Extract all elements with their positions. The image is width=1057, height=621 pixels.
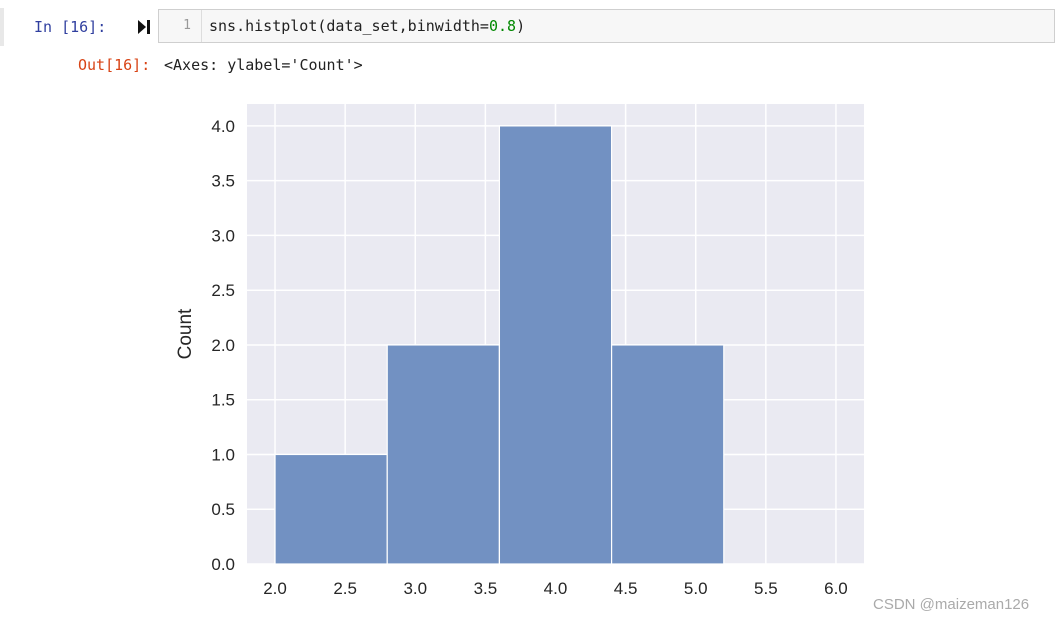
x-tick-label: 5.5 [754,579,778,598]
y-tick-label: 2.5 [211,281,235,300]
code-number: 0.8 [488,17,517,35]
run-cell-icon[interactable] [136,17,152,37]
x-tick-label: 6.0 [824,579,848,598]
histogram-svg: 2.0 2.5 3.0 3.5 4.0 4.5 5.0 5.5 6.0 0.0 0.5 1.0 1.5 2… [175,104,864,598]
output-text: <Axes: ylabel='Count'> [164,56,363,74]
x-tick-label: 4.5 [614,579,638,598]
y-tick-label: 3.5 [211,172,235,191]
y-tick-label: 2.0 [211,336,235,355]
x-tick-label: 4.0 [544,579,568,598]
input-prompt: In [16]: [34,18,107,36]
histogram-chart: 2.0 2.5 3.0 3.5 4.0 4.5 5.0 5.5 6.0 0.0 0.5 1.0 1.5 2… [160,96,880,616]
y-tick-label: 3.0 [211,226,235,245]
y-tick-label: 4.0 [211,117,235,136]
x-tick-label: 3.5 [474,579,498,598]
y-tick-label: 0.0 [211,555,235,574]
output-prompt: Out[16]: [78,56,151,74]
y-axis-label: Count [175,308,196,359]
histogram-bar [610,344,725,565]
line-gutter: 1 [159,10,202,42]
code-line[interactable]: sns.histplot(data_set,binwidth=0.8) [209,17,525,35]
code-prefix: sns.histplot(data_set,binwidth= [209,17,489,35]
histogram-bar [498,125,613,565]
histogram-bar [386,344,501,565]
input-cell[interactable]: In [16]: 1 sns.histplot(data_set,binwidt… [0,8,1057,48]
x-tick-label: 5.0 [684,579,708,598]
x-tick-label: 2.0 [263,579,287,598]
cell-selection-bar [0,8,4,46]
watermark: CSDN @maizeman126 [873,596,1030,613]
code-editor[interactable]: 1 sns.histplot(data_set,binwidth=0.8) [158,9,1055,43]
x-tick-label: 3.0 [403,579,427,598]
y-tick-label: 0.5 [211,500,235,519]
line-number: 1 [183,18,191,33]
x-tick-label: 2.5 [333,579,357,598]
histogram-bar [274,453,388,565]
y-tick-label: 1.0 [211,445,235,464]
code-suffix: ) [516,17,526,35]
y-tick-label: 1.5 [211,391,235,410]
